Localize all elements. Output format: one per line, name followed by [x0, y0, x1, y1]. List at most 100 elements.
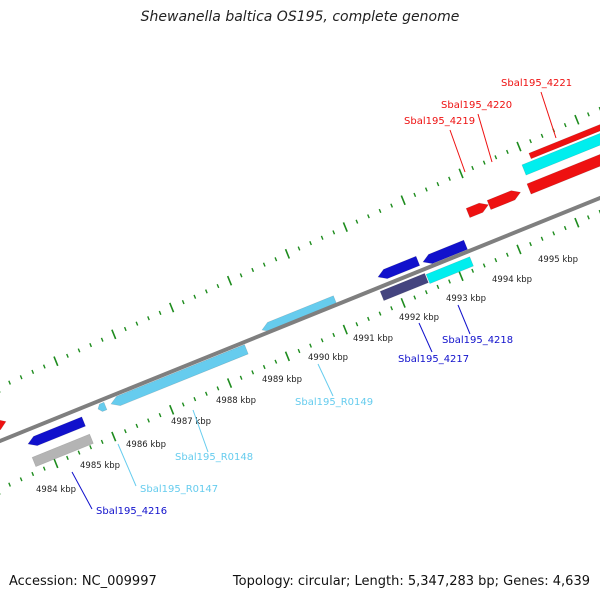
- minor-tick: [89, 445, 93, 450]
- label-leader-line: [457, 304, 471, 335]
- feature-label: Sbal195_4216: [96, 506, 167, 517]
- major-tick: [342, 324, 348, 335]
- feature-label: Sbal195_4220: [441, 100, 512, 111]
- minor-tick: [332, 230, 336, 235]
- minor-tick: [471, 268, 475, 273]
- major-tick: [53, 458, 59, 469]
- major-tick: [400, 297, 406, 308]
- minor-tick: [8, 380, 11, 385]
- minor-tick: [31, 369, 35, 375]
- ruler-tick-label: 4988 kbp: [216, 396, 256, 406]
- feature-label: Sbal195_R0147: [140, 484, 218, 495]
- outer-tick-ring: [0, 106, 600, 393]
- major-tick: [53, 356, 59, 367]
- feature-arrow-R0147: [97, 401, 108, 412]
- minor-tick: [587, 215, 590, 220]
- minor-tick: [123, 429, 127, 434]
- feature-label: Sbal195_R0148: [175, 452, 253, 463]
- minor-tick: [297, 246, 301, 251]
- minor-tick: [262, 364, 266, 370]
- minor-tick: [436, 181, 440, 187]
- minor-tick: [482, 263, 486, 268]
- minor-tick: [77, 348, 81, 353]
- minor-tick: [181, 300, 185, 305]
- feature-arrow-left: [0, 419, 7, 431]
- feature-box-4217-gene: [379, 272, 429, 302]
- major-tick: [226, 275, 233, 286]
- minor-tick: [147, 316, 150, 321]
- ruler-tick-label: 4990 kbp: [308, 353, 348, 363]
- minor-tick: [251, 267, 255, 273]
- label-leader-line: [418, 322, 433, 353]
- minor-tick: [262, 262, 266, 267]
- major-tick: [111, 329, 117, 340]
- major-tick: [574, 114, 580, 125]
- feature-label: Sbal195_4219: [404, 116, 475, 127]
- minor-tick: [355, 219, 359, 224]
- minor-tick: [100, 439, 104, 445]
- minor-tick: [89, 342, 93, 348]
- minor-tick: [436, 284, 440, 289]
- minor-tick: [587, 112, 590, 117]
- feature-arrow-4220: [486, 190, 522, 211]
- major-tick: [516, 141, 522, 152]
- minor-tick: [8, 482, 11, 487]
- minor-tick: [529, 241, 532, 247]
- minor-tick: [193, 396, 197, 402]
- minor-tick: [494, 257, 498, 263]
- minor-tick: [367, 214, 370, 219]
- minor-tick: [552, 231, 556, 236]
- minor-tick: [390, 306, 394, 311]
- map-title: Shewanella baltica OS195, complete genom…: [140, 9, 460, 25]
- feature-box-4218-gene: [425, 256, 474, 285]
- major-tick: [284, 248, 291, 259]
- label-leader-line: [540, 91, 557, 139]
- label-leader-line: [117, 443, 137, 487]
- feature-label: Sbal195_4221: [501, 78, 572, 89]
- feature-arrow-4219: [465, 202, 489, 219]
- minor-tick: [147, 418, 150, 423]
- feature-arrow-4217: [377, 255, 421, 279]
- minor-tick: [540, 236, 544, 241]
- minor-tick: [448, 279, 451, 284]
- minor-tick: [31, 471, 35, 477]
- ruler-tick-label: 4993 kbp: [446, 294, 486, 304]
- minor-tick: [540, 133, 544, 138]
- minor-tick: [413, 192, 417, 197]
- label-leader-line: [71, 471, 93, 510]
- feature-box-4221: [526, 154, 600, 195]
- minor-tick: [239, 273, 243, 278]
- minor-tick: [505, 149, 509, 155]
- feature-labels: Sbal195_4216 Sbal195_R0147 Sbal195_R0148 Sb…: [71, 78, 572, 517]
- minor-tick: [251, 370, 255, 375]
- minor-tick: [297, 348, 301, 354]
- feature-label: Sbal195_4217: [398, 354, 469, 365]
- feature-arrow-4218: [422, 239, 468, 264]
- minor-tick: [19, 375, 23, 380]
- ruler-tick-label: 4995 kbp: [538, 255, 578, 265]
- minor-tick: [563, 122, 567, 128]
- minor-tick: [378, 208, 382, 214]
- minor-tick: [66, 353, 69, 358]
- major-tick: [342, 222, 348, 232]
- major-tick: [400, 195, 406, 206]
- major-tick: [516, 244, 522, 255]
- minor-tick: [413, 295, 417, 300]
- feature-box-4221-gene: [521, 133, 600, 176]
- minor-tick: [309, 343, 312, 348]
- ruler-tick-label: 4985 kbp: [80, 461, 120, 471]
- ruler-tick-label: 4994 kbp: [492, 275, 532, 285]
- feature-track: [0, 124, 600, 468]
- feature-arrow-4216: [27, 416, 86, 446]
- feature-arrow-R0149: [261, 295, 338, 332]
- minor-tick: [424, 187, 428, 192]
- minor-tick: [482, 160, 486, 165]
- major-tick: [284, 351, 291, 362]
- backbone-line: [0, 195, 600, 444]
- minor-tick: [320, 338, 324, 343]
- minor-tick: [505, 252, 509, 257]
- minor-tick: [42, 364, 46, 369]
- label-leader-line: [317, 363, 334, 397]
- minor-tick: [309, 241, 312, 246]
